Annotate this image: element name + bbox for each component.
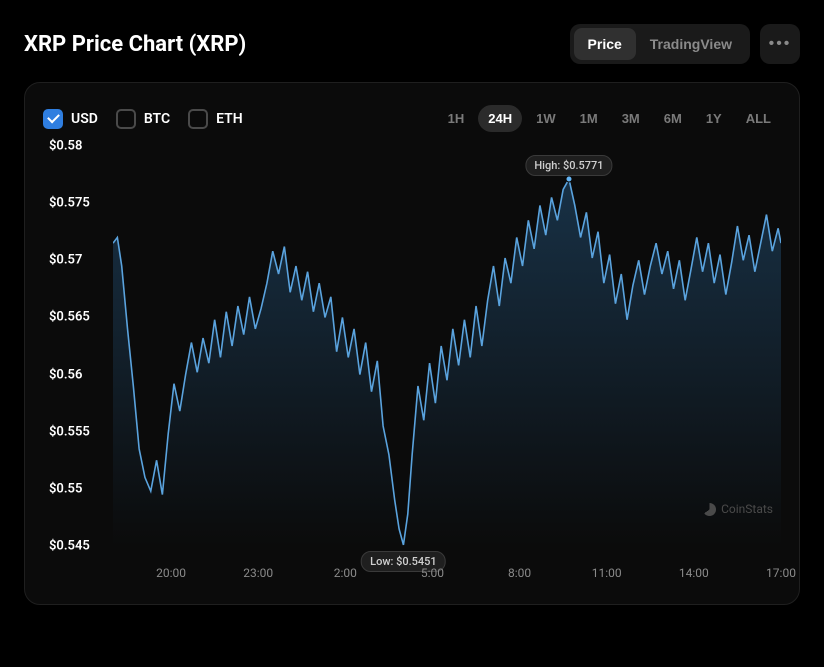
coinstats-icon: [703, 503, 716, 516]
timeframe-24h[interactable]: 24H: [478, 105, 522, 132]
x-tick-label: 14:00: [679, 566, 709, 580]
timeframe-1y[interactable]: 1Y: [696, 105, 732, 132]
header-actions: PriceTradingView •••: [570, 24, 800, 64]
high-marker: [565, 176, 572, 183]
view-toggle: PriceTradingView: [570, 24, 750, 64]
y-tick-label: $0.55: [49, 481, 82, 496]
timeframe-1h[interactable]: 1H: [438, 105, 475, 132]
timeframe-all[interactable]: ALL: [736, 105, 781, 132]
price-chart-panel: XRP Price Chart (XRP) PriceTradingView •…: [0, 0, 824, 629]
watermark-text: CoinStats: [721, 502, 773, 516]
chart-area: $0.58$0.575$0.57$0.565$0.56$0.555$0.55$0…: [43, 146, 781, 586]
more-button[interactable]: •••: [760, 24, 800, 64]
view-toggle-tradingview[interactable]: TradingView: [636, 28, 746, 60]
checkbox-icon: [116, 109, 136, 129]
y-tick-label: $0.575: [49, 196, 90, 211]
watermark: CoinStats: [703, 502, 773, 516]
timeframe-selector: 1H24H1W1M3M6M1YALL: [438, 105, 781, 132]
x-tick-label: 23:00: [243, 566, 273, 580]
x-tick-label: 2:00: [334, 566, 357, 580]
y-tick-label: $0.58: [49, 139, 82, 154]
timeframe-6m[interactable]: 6M: [654, 105, 692, 132]
currency-check-eth[interactable]: ETH: [188, 109, 243, 129]
currency-selector: USD BTC ETH: [43, 109, 243, 129]
x-tick-label: 20:00: [156, 566, 186, 580]
y-tick-label: $0.565: [49, 310, 90, 325]
x-axis-labels: 20:0023:002:005:008:0011:0014:0017:00: [113, 566, 781, 586]
currency-label: ETH: [216, 111, 243, 127]
chart-card: USDBTCETH 1H24H1W1M3M6M1YALL $0.58$0.575…: [24, 82, 800, 605]
x-tick-label: 8:00: [508, 566, 531, 580]
timeframe-3m[interactable]: 3M: [612, 105, 650, 132]
y-axis-labels: $0.58$0.575$0.57$0.565$0.56$0.555$0.55$0…: [43, 146, 113, 546]
checkbox-icon: [43, 109, 63, 129]
page-title: XRP Price Chart (XRP): [24, 32, 246, 57]
area-fill: [113, 179, 781, 546]
currency-check-usd[interactable]: USD: [43, 109, 98, 129]
x-tick-label: 17:00: [766, 566, 796, 580]
y-tick-label: $0.57: [49, 253, 82, 268]
chart-plot: High: $0.5771 Low: $0.5451 CoinStats: [113, 146, 781, 546]
timeframe-1m[interactable]: 1M: [570, 105, 608, 132]
y-tick-label: $0.56: [49, 367, 82, 382]
view-toggle-price[interactable]: Price: [574, 28, 636, 60]
x-tick-label: 11:00: [592, 566, 622, 580]
controls-row: USD BTC ETH 1H24H1W1M3M6M1YALL: [43, 105, 781, 132]
line-chart-svg: [113, 146, 781, 546]
currency-label: USD: [71, 111, 98, 127]
y-tick-label: $0.545: [49, 539, 90, 554]
header-row: XRP Price Chart (XRP) PriceTradingView •…: [24, 24, 800, 64]
high-annotation: High: $0.5771: [525, 155, 612, 176]
currency-label: BTC: [144, 111, 170, 127]
timeframe-1w[interactable]: 1W: [526, 105, 566, 132]
y-tick-label: $0.555: [49, 424, 90, 439]
currency-check-btc[interactable]: BTC: [116, 109, 170, 129]
checkbox-icon: [188, 109, 208, 129]
x-tick-label: 5:00: [421, 566, 444, 580]
